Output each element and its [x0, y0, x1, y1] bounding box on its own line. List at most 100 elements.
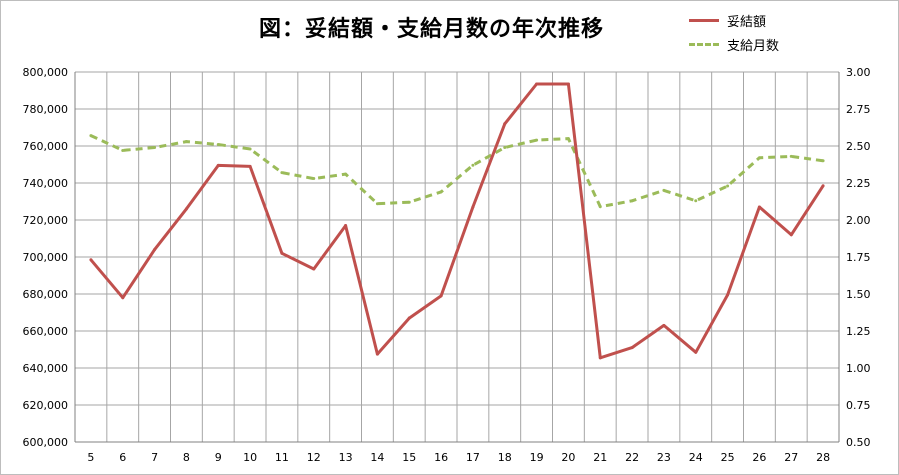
x-tick-label: 26	[752, 451, 766, 464]
y-right-tick-label: 2.00	[846, 214, 871, 227]
data-point-shikyu-gessu	[344, 172, 348, 176]
y-right-tick-label: 2.25	[846, 177, 871, 190]
data-point-shikyu-gessu	[535, 138, 539, 142]
data-point-shikyu-gessu	[598, 205, 602, 209]
x-tick-label: 10	[243, 451, 257, 464]
data-point-daketsugaku	[89, 258, 93, 262]
data-point-daketsugaku	[121, 296, 125, 300]
x-tick-label: 5	[87, 451, 94, 464]
data-point-shikyu-gessu	[503, 145, 507, 149]
data-point-shikyu-gessu	[439, 190, 443, 194]
y-left-tick-label: 700,000	[23, 251, 69, 264]
x-tick-label: 25	[721, 451, 735, 464]
x-tick-label: 19	[530, 451, 544, 464]
data-point-shikyu-gessu	[694, 199, 698, 203]
data-point-shikyu-gessu	[757, 156, 761, 160]
data-point-daketsugaku	[566, 82, 570, 86]
y-left-tick-label: 620,000	[23, 399, 69, 412]
data-point-shikyu-gessu	[407, 200, 411, 204]
y-left-tick-label: 780,000	[23, 103, 69, 116]
x-tick-label: 13	[339, 451, 353, 464]
x-tick-label: 24	[689, 451, 703, 464]
legend-label-series1: 妥結額	[727, 15, 767, 30]
y-right-tick-label: 2.75	[846, 103, 871, 116]
x-tick-label: 22	[625, 451, 639, 464]
data-point-daketsugaku	[821, 184, 825, 188]
data-point-daketsugaku	[344, 224, 348, 228]
data-point-shikyu-gessu	[630, 199, 634, 203]
data-point-daketsugaku	[312, 267, 316, 271]
y-left-tick-label: 680,000	[23, 288, 69, 301]
y-left-tick-label: 600,000	[23, 436, 69, 449]
data-point-daketsugaku	[184, 207, 188, 211]
series-line-daketsugaku	[89, 82, 825, 360]
data-point-daketsugaku	[598, 356, 602, 360]
x-tick-label: 7	[151, 451, 158, 464]
x-tick-label: 6	[119, 451, 126, 464]
y-left-tick-label: 800,000	[23, 66, 69, 79]
data-point-daketsugaku	[789, 233, 793, 237]
data-point-daketsugaku	[280, 251, 284, 255]
data-point-daketsugaku	[757, 205, 761, 209]
y-right-tick-label: 0.75	[846, 399, 871, 412]
data-point-shikyu-gessu	[89, 134, 93, 138]
y-left-tick-label: 740,000	[23, 177, 69, 190]
data-point-daketsugaku	[726, 293, 730, 297]
y-left-tick-label: 640,000	[23, 362, 69, 375]
x-tick-label: 9	[215, 451, 222, 464]
legend-swatch-series2	[689, 43, 719, 46]
data-point-shikyu-gessu	[153, 145, 157, 149]
data-point-shikyu-gessu	[184, 140, 188, 144]
legend-label-series2: 支給月数	[727, 39, 780, 54]
data-point-shikyu-gessu	[821, 159, 825, 163]
x-tick-label: 8	[183, 451, 190, 464]
y-right-tick-label: 1.50	[846, 288, 871, 301]
y-left-tick-label: 720,000	[23, 214, 69, 227]
y-right-tick-label: 2.50	[846, 140, 871, 153]
data-point-shikyu-gessu	[789, 154, 793, 158]
x-tick-label: 16	[434, 451, 448, 464]
data-point-shikyu-gessu	[726, 184, 730, 188]
data-point-shikyu-gessu	[121, 148, 125, 152]
data-point-shikyu-gessu	[312, 177, 316, 181]
x-tick-label: 27	[784, 451, 798, 464]
y-right-tick-label: 3.00	[846, 66, 871, 79]
x-tick-label: 12	[307, 451, 321, 464]
data-point-shikyu-gessu	[471, 163, 475, 167]
data-point-daketsugaku	[503, 122, 507, 126]
y-left-tick-label: 660,000	[23, 325, 69, 338]
data-point-daketsugaku	[248, 164, 252, 168]
data-point-daketsugaku	[630, 346, 634, 350]
y-left-tick-label: 760,000	[23, 140, 69, 153]
x-tick-label: 28	[816, 451, 830, 464]
data-point-daketsugaku	[216, 163, 220, 167]
data-point-daketsugaku	[694, 350, 698, 354]
data-point-daketsugaku	[407, 316, 411, 320]
data-point-shikyu-gessu	[216, 143, 220, 147]
x-tick-label: 11	[275, 451, 289, 464]
y-right-tick-label: 1.25	[846, 325, 871, 338]
data-point-shikyu-gessu	[375, 202, 379, 206]
data-point-shikyu-gessu	[248, 147, 252, 151]
y-right-tick-label: 1.75	[846, 251, 871, 264]
x-tick-label: 21	[593, 451, 607, 464]
y-right-tick-label: 0.50	[846, 436, 871, 449]
data-point-daketsugaku	[153, 248, 157, 252]
series-line-shikyu-gessu	[90, 134, 824, 209]
data-point-daketsugaku	[535, 82, 539, 86]
y-right-tick-label: 1.00	[846, 362, 871, 375]
data-point-daketsugaku	[471, 205, 475, 209]
x-tick-label: 14	[370, 451, 384, 464]
x-tick-label: 18	[498, 451, 512, 464]
data-point-shikyu-gessu	[280, 171, 284, 175]
x-tick-label: 15	[402, 451, 416, 464]
x-tick-label: 17	[466, 451, 480, 464]
data-point-shikyu-gessu	[566, 137, 570, 141]
legend-swatch-series1	[689, 19, 719, 22]
x-tick-label: 23	[657, 451, 671, 464]
data-point-daketsugaku	[662, 323, 666, 327]
data-point-shikyu-gessu	[662, 188, 666, 192]
data-point-daketsugaku	[375, 352, 379, 356]
